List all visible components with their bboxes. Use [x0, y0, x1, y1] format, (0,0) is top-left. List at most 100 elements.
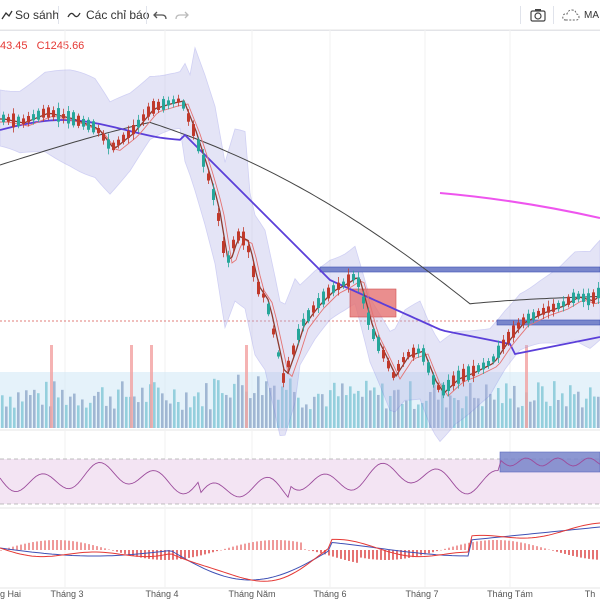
compare-button[interactable]: So sánh: [15, 8, 60, 22]
camera-icon[interactable]: [529, 0, 547, 30]
ma-button[interactable]: MA: [584, 9, 599, 21]
volume-bar: [421, 403, 424, 428]
volume-bar: [397, 389, 400, 428]
volume-bar: [365, 380, 368, 428]
volume-bar: [193, 396, 196, 428]
candle-body: [147, 106, 150, 117]
volume-bar: [149, 384, 152, 428]
macd-histogram-bar: [412, 550, 414, 558]
macd-histogram-bar: [180, 550, 182, 560]
candle-body: [477, 365, 480, 372]
candle-body: [307, 310, 310, 322]
candle-body: [542, 307, 545, 315]
volume-bar: [245, 391, 248, 428]
candle-body: [292, 345, 295, 355]
macd-histogram-bar: [344, 550, 346, 560]
volume-bar: [17, 392, 20, 428]
macd-histogram-bar: [512, 541, 514, 550]
volume-bar: [105, 405, 108, 428]
candle-body: [142, 114, 145, 121]
x-axis-label: Th: [585, 589, 596, 599]
macd-histogram-bar: [132, 550, 134, 556]
candle-body: [362, 296, 365, 304]
macd-histogram-bar: [184, 550, 186, 559]
candle-body: [407, 351, 410, 357]
undo-icon[interactable]: [152, 0, 168, 30]
candle-body: [197, 139, 200, 152]
support-zone: [496, 319, 600, 326]
candle-body: [452, 375, 455, 387]
cloud-icon[interactable]: [561, 0, 581, 30]
macd-histogram-bar: [140, 550, 142, 558]
macd-histogram-bar: [400, 550, 402, 560]
candle-body: [87, 119, 90, 130]
volume-bar: [333, 382, 336, 428]
macd-histogram-bar: [584, 550, 586, 559]
volume-bar: [473, 397, 476, 428]
volume-bar: [501, 403, 504, 428]
candle-body: [442, 384, 445, 396]
candle-body: [222, 241, 225, 253]
indicators-icon[interactable]: [66, 0, 82, 30]
volume-bar: [117, 389, 120, 428]
macd-histogram-bar: [316, 550, 318, 553]
macd-histogram-bar: [216, 550, 218, 552]
x-axis-label: Tháng 6: [313, 589, 346, 599]
candle-body: [67, 111, 70, 124]
macd-histogram-bar: [364, 550, 366, 559]
volume-bar: [65, 404, 68, 428]
candle-body: [132, 125, 135, 135]
volume-bar: [349, 386, 352, 428]
volume-bar: [557, 399, 560, 428]
volume-bar: [57, 397, 60, 428]
candle-body: [282, 373, 285, 383]
macd-histogram-bar: [204, 550, 206, 555]
macd-histogram-bar: [44, 540, 46, 550]
supply-zone: [349, 288, 397, 318]
volume-bar: [221, 393, 224, 428]
indicators-button[interactable]: Các chỉ báo: [86, 8, 150, 22]
candle-body: [82, 118, 85, 127]
macd-histogram-bar: [32, 542, 34, 550]
volume-bar: [185, 392, 188, 428]
candle-body: [187, 113, 190, 122]
macd-histogram-bar: [308, 550, 310, 551]
macd-histogram-bar: [424, 550, 426, 555]
compare-icon[interactable]: [0, 0, 14, 30]
macd-histogram-bar: [396, 550, 398, 560]
volume-bar: [317, 393, 320, 428]
redo-icon[interactable]: [174, 0, 190, 30]
macd-histogram-bar: [328, 550, 330, 556]
ma-short-line: [0, 103, 600, 397]
macd-histogram-bar: [52, 540, 54, 550]
legend-value: 43.45: [0, 40, 28, 52]
candle-body: [497, 345, 500, 358]
macd-histogram-bar: [48, 540, 50, 550]
macd-histogram-bar: [260, 540, 262, 550]
macd-histogram-bar: [516, 541, 518, 550]
rsi-overbought-zone: [499, 451, 600, 473]
volume-bar: [505, 383, 508, 428]
volume-bar: [157, 387, 160, 428]
volume-bar: [569, 385, 572, 428]
candle-body: [297, 328, 300, 340]
volume-bar: [561, 393, 564, 428]
volume-bar: [313, 396, 316, 428]
macd-histogram-bar: [572, 550, 574, 556]
candle-body: [507, 331, 510, 344]
macd-histogram-bar: [0, 550, 2, 551]
macd-histogram-bar: [128, 550, 130, 555]
macd-histogram-bar: [484, 540, 486, 550]
volume-bar: [293, 391, 296, 428]
candle-body: [92, 121, 95, 133]
macd-histogram-bar: [120, 550, 122, 553]
macd-signal-line: [0, 522, 600, 582]
candle-body: [177, 98, 180, 103]
macd-histogram-bar: [392, 550, 394, 560]
candle-body: [207, 173, 210, 181]
macd-histogram-bar: [200, 550, 202, 556]
volume-bar: [33, 389, 36, 428]
candle-body: [582, 293, 585, 302]
volume-bar: [325, 406, 328, 428]
